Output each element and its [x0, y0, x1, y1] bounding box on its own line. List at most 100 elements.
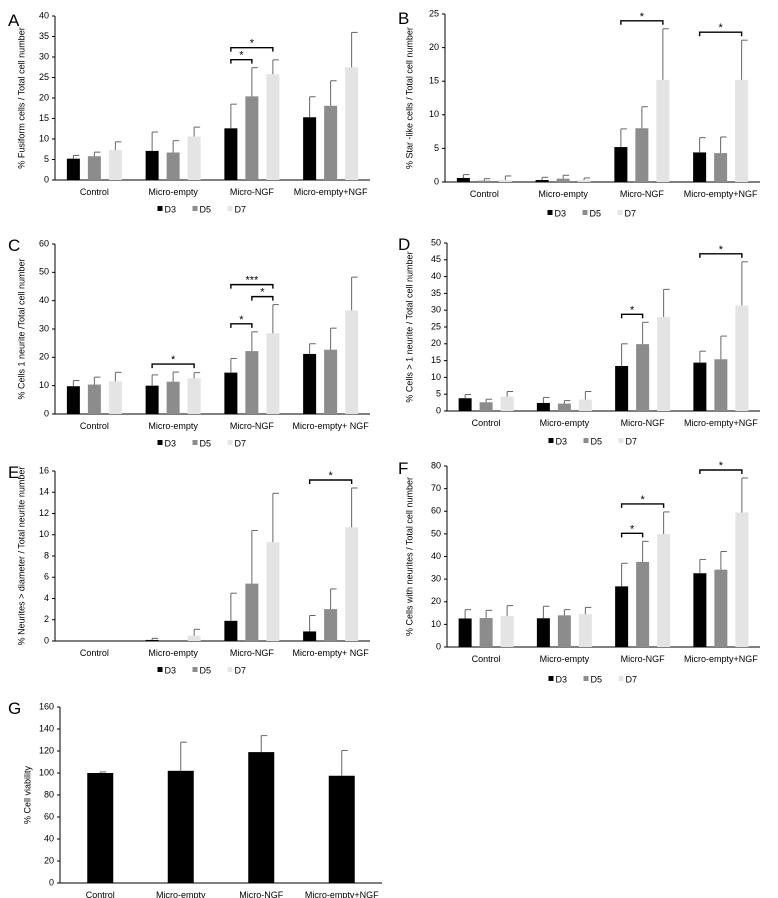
bar: [656, 79, 670, 182]
bar: [556, 178, 570, 182]
y-tick-label: 60: [39, 238, 49, 248]
panel-label: B: [398, 9, 409, 28]
y-tick-label: 0: [44, 635, 49, 645]
significance-bracket: [230, 58, 253, 64]
y-axis-label: % Star -like cells / Total cell number: [404, 27, 414, 169]
bar: [693, 152, 707, 182]
bar: [578, 399, 592, 411]
bar: [303, 631, 317, 641]
bar: [458, 398, 472, 411]
bar: [536, 402, 550, 411]
legend-swatch: [157, 667, 163, 672]
significance-label: *: [260, 287, 265, 299]
y-tick-label: 40: [39, 10, 49, 20]
y-tick-label: 5: [434, 143, 439, 153]
x-tick-label: Control: [80, 648, 109, 658]
legend-label: D5: [200, 665, 212, 675]
legend-swatch: [227, 667, 233, 672]
bar: [636, 344, 650, 411]
bar: [303, 117, 317, 180]
y-tick-label: 20: [44, 855, 54, 865]
bar: [500, 616, 514, 647]
legend-label: D3: [165, 665, 177, 675]
legend-swatch: [547, 210, 553, 215]
y-tick-label: 25: [39, 72, 49, 82]
x-tick-label: Micro-NGF: [620, 189, 664, 199]
y-tick-label: 30: [431, 574, 441, 584]
bar: [167, 770, 194, 883]
significance-bracket: [230, 46, 274, 52]
legend-swatch: [227, 440, 233, 445]
y-tick-label: 60: [431, 506, 441, 516]
chart-panel-g: G 0 20 40 60 80 100 120 140 160 % Cell viability Co…: [8, 699, 382, 898]
legend-swatch: [157, 440, 163, 445]
x-tick-label: Micro-empty+NGF: [294, 187, 368, 197]
legend-swatch: [617, 210, 623, 215]
y-tick-label: 80: [431, 460, 441, 470]
bar: [735, 79, 749, 182]
legend-label: D3: [556, 436, 568, 446]
x-tick-label: Micro-empty: [156, 890, 206, 898]
bar: [693, 573, 707, 647]
x-tick-label: Control: [80, 421, 109, 431]
chart-panel-b: B 0 5 10 15 20 25 % Star -like cells / Total ce…: [398, 8, 760, 218]
significance-label: *: [630, 523, 635, 535]
bar: [324, 349, 338, 414]
bar: [187, 136, 201, 180]
bar: [714, 569, 728, 647]
bar: [479, 402, 493, 411]
chart-panel-d: D 0 5 10 15 20 25 30 35 40 45 50 % Cells > 1 neurite…: [398, 235, 760, 446]
y-tick-label: 16: [39, 465, 49, 475]
y-tick-label: 20: [39, 92, 49, 102]
y-tick-label: 30: [39, 323, 49, 333]
x-tick-label: Micro-empty: [148, 187, 198, 197]
y-tick-label: 45: [431, 254, 441, 264]
bar: [108, 381, 122, 414]
y-tick-label: 10: [431, 372, 441, 382]
legend-swatch: [192, 440, 198, 445]
legend-swatch: [227, 206, 233, 211]
legend-label: D3: [555, 208, 567, 218]
bar: [145, 639, 159, 641]
y-tick-label: 10: [429, 109, 439, 119]
x-tick-label: Micro-empty+NGF: [305, 890, 379, 898]
y-tick-label: 70: [431, 483, 441, 493]
bar: [66, 158, 80, 180]
legend-label: D7: [626, 436, 638, 446]
significance-bracket: [620, 532, 644, 538]
y-tick-label: 0: [434, 176, 439, 186]
significance-label: ***: [245, 275, 259, 287]
bar: [578, 614, 592, 647]
bar: [479, 618, 493, 647]
significance-label: *: [630, 304, 635, 316]
x-tick-label: Control: [80, 187, 109, 197]
x-tick-label: Micro-NGF: [230, 187, 274, 197]
bar: [657, 316, 671, 411]
x-tick-label: Control: [86, 890, 115, 898]
y-tick-label: 10: [39, 133, 49, 143]
bar: [166, 381, 180, 414]
y-tick-label: 12: [39, 508, 49, 518]
legend-swatch: [192, 667, 198, 672]
y-tick-label: 40: [39, 295, 49, 305]
significance-bracket: [698, 31, 743, 37]
legend-swatch: [548, 438, 554, 443]
y-tick-label: 120: [39, 745, 54, 755]
bar: [535, 179, 549, 182]
bar: [345, 527, 359, 641]
y-axis-label: % Cells > 1 neurite / Total cell number: [404, 251, 414, 402]
bar: [66, 386, 80, 414]
x-tick-label: Micro-empty: [540, 418, 590, 428]
legend-label: D5: [590, 208, 602, 218]
bar: [224, 372, 238, 414]
panel-label: F: [398, 459, 408, 478]
significance-bracket: [230, 283, 274, 289]
y-tick-label: 0: [436, 641, 441, 651]
legend-label: D5: [591, 436, 603, 446]
significance-label: *: [640, 11, 645, 23]
chart-panel-a: A 0 5 10 15 20 25 30 35 40 % Fusiform cells / Tota…: [8, 10, 370, 214]
panel-label: G: [8, 699, 21, 718]
bar: [87, 156, 101, 180]
y-tick-label: 15: [429, 76, 439, 86]
bar: [303, 353, 317, 414]
